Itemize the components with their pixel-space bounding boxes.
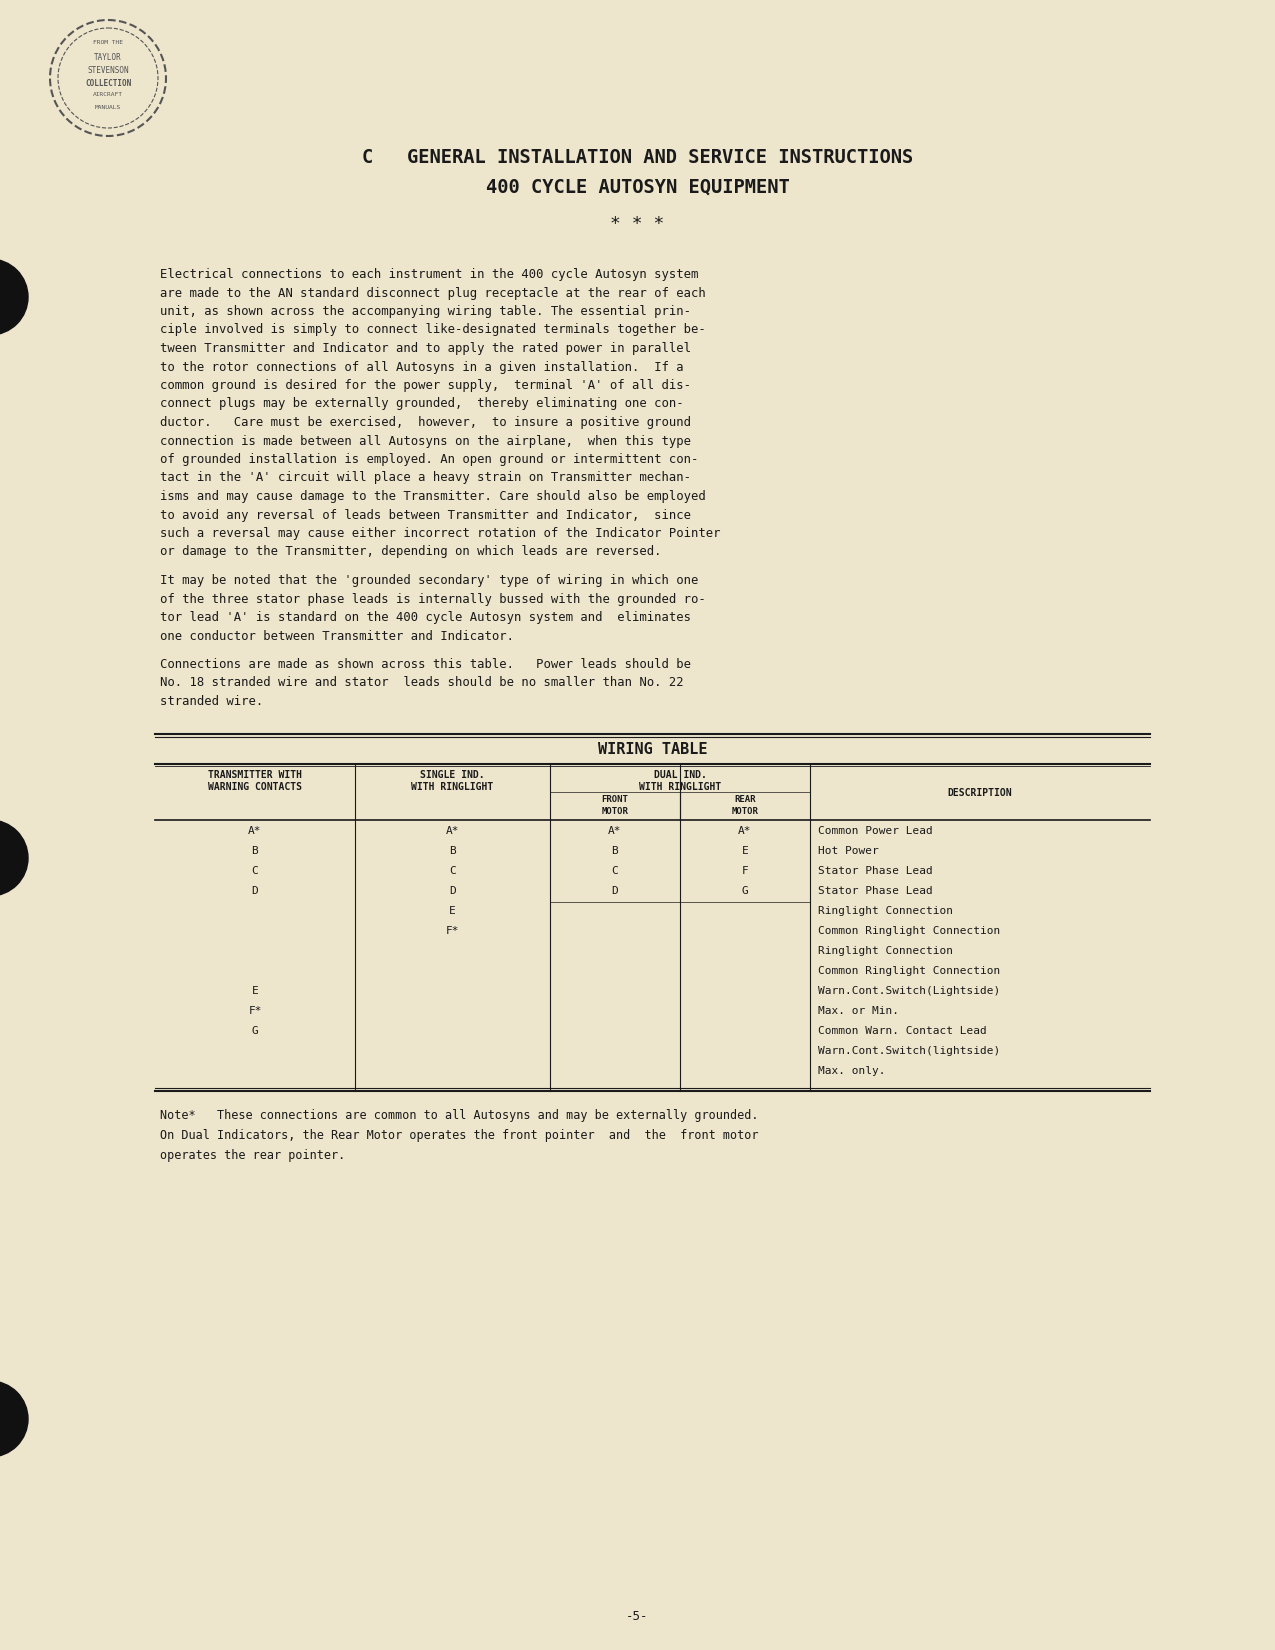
Text: Max. or Min.: Max. or Min. <box>819 1006 899 1016</box>
Text: AIRCRAFT: AIRCRAFT <box>93 92 122 97</box>
Text: C: C <box>449 866 456 876</box>
Text: G: G <box>251 1026 259 1036</box>
Text: Common Power Lead: Common Power Lead <box>819 827 933 837</box>
Text: STEVENSON: STEVENSON <box>87 66 129 74</box>
Text: tor lead 'A' is standard on the 400 cycle Autosyn system and  eliminates: tor lead 'A' is standard on the 400 cycl… <box>159 610 691 624</box>
Text: Hot Power: Hot Power <box>819 846 878 856</box>
Text: D: D <box>449 886 456 896</box>
Text: C   GENERAL INSTALLATION AND SERVICE INSTRUCTIONS: C GENERAL INSTALLATION AND SERVICE INSTR… <box>362 148 913 167</box>
Text: A*: A* <box>608 827 622 837</box>
Text: * * *: * * * <box>611 214 664 233</box>
Text: C: C <box>612 866 618 876</box>
Text: stranded wire.: stranded wire. <box>159 695 263 708</box>
Text: It may be noted that the 'grounded secondary' type of wiring in which one: It may be noted that the 'grounded secon… <box>159 574 699 587</box>
Text: connection is made between all Autosyns on the airplane,  when this type: connection is made between all Autosyns … <box>159 434 691 447</box>
Text: No. 18 stranded wire and stator  leads should be no smaller than No. 22: No. 18 stranded wire and stator leads sh… <box>159 676 683 690</box>
Text: Stator Phase Lead: Stator Phase Lead <box>819 866 933 876</box>
Text: connect plugs may be externally grounded,  thereby eliminating one con-: connect plugs may be externally grounded… <box>159 398 683 411</box>
Text: F: F <box>742 866 748 876</box>
Text: MOTOR: MOTOR <box>602 807 629 815</box>
Text: operates the rear pointer.: operates the rear pointer. <box>159 1150 346 1163</box>
Text: common ground is desired for the power supply,  terminal 'A' of all dis-: common ground is desired for the power s… <box>159 380 691 393</box>
Text: ductor.   Care must be exercised,  however,  to insure a positive ground: ductor. Care must be exercised, however,… <box>159 416 691 429</box>
Text: Warn.Cont.Switch(lightside): Warn.Cont.Switch(lightside) <box>819 1046 1001 1056</box>
Text: ciple involved is simply to connect like-designated terminals together be-: ciple involved is simply to connect like… <box>159 323 706 337</box>
Text: D: D <box>612 886 618 896</box>
Text: D: D <box>251 886 259 896</box>
Text: MANUALS: MANUALS <box>94 106 121 111</box>
Text: tact in the 'A' circuit will place a heavy strain on Transmitter mechan-: tact in the 'A' circuit will place a hea… <box>159 472 691 485</box>
Text: B: B <box>251 846 259 856</box>
Circle shape <box>0 1381 28 1457</box>
Text: COLLECTION: COLLECTION <box>85 79 131 87</box>
Text: Max. only.: Max. only. <box>819 1066 886 1076</box>
Text: F*: F* <box>249 1006 261 1016</box>
Text: or damage to the Transmitter, depending on which leads are reversed.: or damage to the Transmitter, depending … <box>159 546 662 558</box>
Text: DESCRIPTION: DESCRIPTION <box>947 787 1012 797</box>
Text: WIRING TABLE: WIRING TABLE <box>598 741 708 756</box>
Text: FRONT: FRONT <box>602 795 629 805</box>
Text: E: E <box>251 987 259 997</box>
Text: A*: A* <box>446 827 459 837</box>
Text: Stator Phase Lead: Stator Phase Lead <box>819 886 933 896</box>
Text: WITH RINGLIGHT: WITH RINGLIGHT <box>639 782 722 792</box>
Text: Common Warn. Contact Lead: Common Warn. Contact Lead <box>819 1026 987 1036</box>
Text: C: C <box>251 866 259 876</box>
Text: 400 CYCLE AUTOSYN EQUIPMENT: 400 CYCLE AUTOSYN EQUIPMENT <box>486 178 789 196</box>
Text: to the rotor connections of all Autosyns in a given installation.  If a: to the rotor connections of all Autosyns… <box>159 360 683 373</box>
Text: to avoid any reversal of leads between Transmitter and Indicator,  since: to avoid any reversal of leads between T… <box>159 508 691 521</box>
Text: A*: A* <box>249 827 261 837</box>
Text: of grounded installation is employed. An open ground or intermittent con-: of grounded installation is employed. An… <box>159 454 699 465</box>
Text: isms and may cause damage to the Transmitter. Care should also be employed: isms and may cause damage to the Transmi… <box>159 490 706 503</box>
Text: of the three stator phase leads is internally bussed with the grounded ro-: of the three stator phase leads is inter… <box>159 592 706 606</box>
Text: REAR: REAR <box>734 795 756 805</box>
Text: tween Transmitter and Indicator and to apply the rated power in parallel: tween Transmitter and Indicator and to a… <box>159 342 691 355</box>
Circle shape <box>0 820 28 896</box>
Text: WARNING CONTACTS: WARNING CONTACTS <box>208 782 302 792</box>
Text: Note*   These connections are common to all Autosyns and may be externally groun: Note* These connections are common to al… <box>159 1109 759 1122</box>
Text: Common Ringlight Connection: Common Ringlight Connection <box>819 967 1001 977</box>
Text: such a reversal may cause either incorrect rotation of the Indicator Pointer: such a reversal may cause either incorre… <box>159 526 720 540</box>
Text: FROM THE: FROM THE <box>93 40 122 45</box>
Text: E: E <box>449 906 456 916</box>
Text: B: B <box>449 846 456 856</box>
Text: Ringlight Connection: Ringlight Connection <box>819 947 952 957</box>
Text: unit, as shown across the accompanying wiring table. The essential prin-: unit, as shown across the accompanying w… <box>159 305 691 318</box>
Text: SINGLE IND.: SINGLE IND. <box>421 769 484 779</box>
Text: Common Ringlight Connection: Common Ringlight Connection <box>819 927 1001 937</box>
Text: TRANSMITTER WITH: TRANSMITTER WITH <box>208 769 302 779</box>
Text: -5-: -5- <box>626 1610 649 1624</box>
Text: are made to the AN standard disconnect plug receptacle at the rear of each: are made to the AN standard disconnect p… <box>159 287 706 300</box>
Text: Ringlight Connection: Ringlight Connection <box>819 906 952 916</box>
Text: E: E <box>742 846 748 856</box>
Text: G: G <box>742 886 748 896</box>
Circle shape <box>0 259 28 335</box>
Text: On Dual Indicators, the Rear Motor operates the front pointer  and  the  front m: On Dual Indicators, the Rear Motor opera… <box>159 1130 759 1142</box>
Text: one conductor between Transmitter and Indicator.: one conductor between Transmitter and In… <box>159 630 514 642</box>
Text: Electrical connections to each instrument in the 400 cycle Autosyn system: Electrical connections to each instrumen… <box>159 267 699 280</box>
Text: DUAL IND.: DUAL IND. <box>654 769 706 779</box>
Text: MOTOR: MOTOR <box>732 807 759 815</box>
Text: WITH RINGLIGHT: WITH RINGLIGHT <box>412 782 493 792</box>
Text: TAYLOR: TAYLOR <box>94 53 122 63</box>
Text: B: B <box>612 846 618 856</box>
Text: F*: F* <box>446 927 459 937</box>
Text: Warn.Cont.Switch(Lightside): Warn.Cont.Switch(Lightside) <box>819 987 1001 997</box>
Text: A*: A* <box>738 827 752 837</box>
Text: Connections are made as shown across this table.   Power leads should be: Connections are made as shown across thi… <box>159 658 691 672</box>
